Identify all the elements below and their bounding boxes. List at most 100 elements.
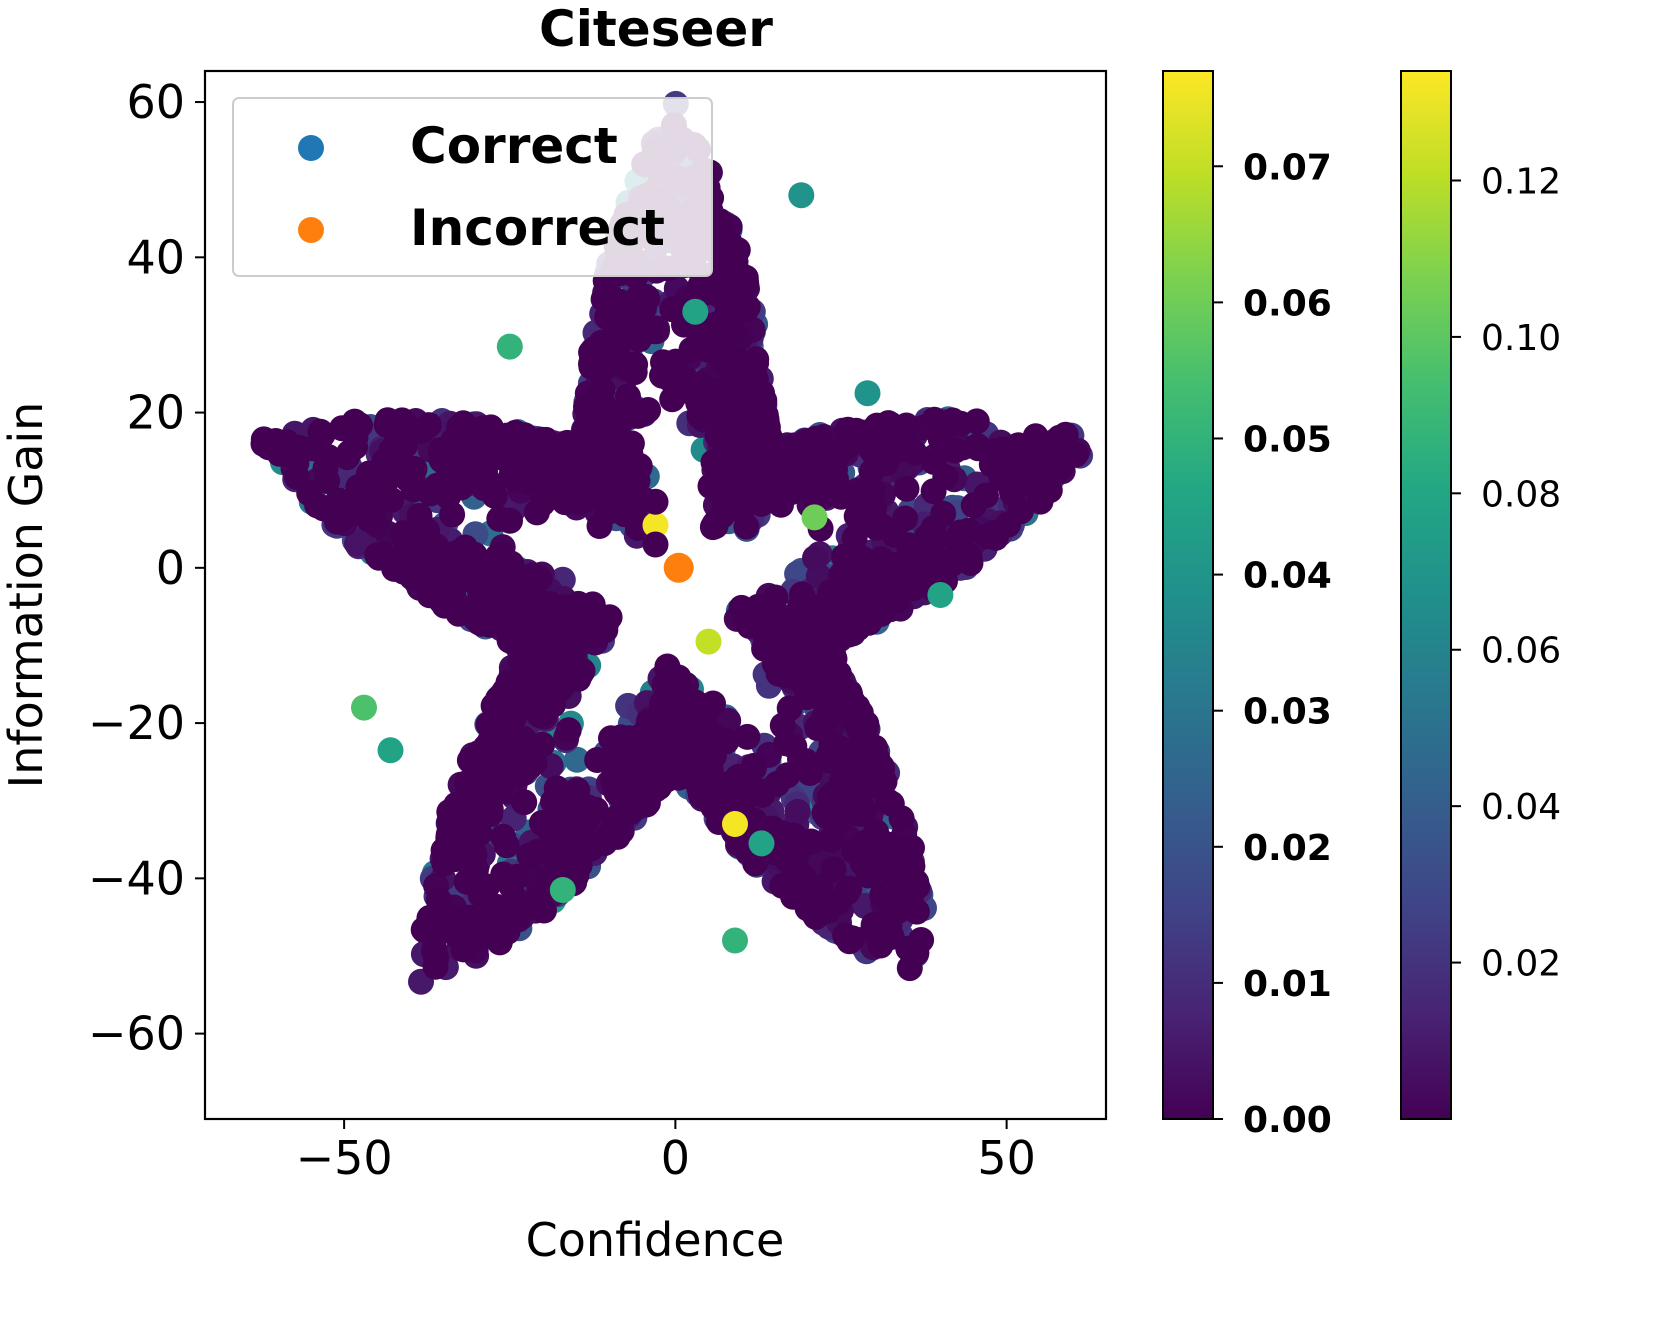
scatter-point <box>960 492 987 519</box>
scatter-point <box>621 352 648 379</box>
y-tick-label: 20 <box>126 386 185 440</box>
scatter-point <box>885 897 912 924</box>
legend-box <box>232 97 713 277</box>
scatter-point <box>498 463 525 490</box>
scatter-point <box>451 542 478 569</box>
scatter-point <box>713 728 740 755</box>
scatter-point <box>974 523 1001 550</box>
scatter-point <box>899 834 925 861</box>
scatter-point <box>817 590 844 617</box>
x-tick-label: −50 <box>296 1131 393 1185</box>
y-tick-label: 40 <box>126 230 185 284</box>
scatter-point <box>450 936 477 963</box>
colorbar-tick-label: 0.06 <box>1243 283 1332 324</box>
scatter-point <box>995 511 1022 538</box>
scatter-point <box>598 725 624 752</box>
scatter-point <box>392 414 419 441</box>
scatter-point <box>874 788 901 815</box>
scatter-point <box>811 709 838 736</box>
scatter-point <box>939 407 966 434</box>
scatter-point <box>478 896 505 923</box>
highlight-point <box>722 927 748 954</box>
colorbar-incorrect-gradient <box>1400 70 1452 1120</box>
scatter-point <box>416 904 443 931</box>
scatter-point <box>543 853 570 880</box>
scatter-point <box>773 730 800 757</box>
scatter-point <box>757 595 784 622</box>
scatter-point <box>964 433 991 459</box>
scatter-point <box>848 482 875 509</box>
scatter-point <box>473 449 499 476</box>
scatter-point <box>542 829 568 856</box>
scatter-point <box>834 678 861 705</box>
scatter-point <box>606 292 633 319</box>
chart-title: Citeseer <box>539 0 773 58</box>
scatter-point <box>836 875 863 902</box>
colorbar-incorrect-ticks: 0.02 0.04 0.06 0.08 0.10 0.12 <box>1451 161 1561 985</box>
scatter-point <box>355 460 382 487</box>
scatter-point <box>564 746 590 773</box>
scatter-point <box>700 449 727 476</box>
scatter-point <box>881 850 907 877</box>
y-tick-label: −40 <box>88 851 185 905</box>
scatter-point <box>701 510 728 537</box>
x-tick-label: 0 <box>661 1131 690 1185</box>
scatter-point <box>470 415 497 442</box>
scatter-point <box>439 501 466 528</box>
scatter-point <box>423 945 450 972</box>
scatter-point <box>531 897 557 924</box>
scatter-point <box>802 545 828 571</box>
scatter-point <box>878 552 905 579</box>
scatter-point <box>700 690 726 717</box>
colorbar-tick-label: 0.04 <box>1481 787 1561 828</box>
scatter-point <box>693 271 720 298</box>
scatter-point <box>347 412 373 439</box>
scatter-point <box>399 462 426 489</box>
scatter-point <box>720 300 746 327</box>
scatter-point <box>633 284 660 310</box>
scatter-point <box>736 476 763 503</box>
scatter-point <box>503 905 530 932</box>
scatter-point <box>572 598 599 625</box>
scatter-point <box>841 838 868 865</box>
scatter-point <box>508 636 535 663</box>
scatter-point <box>533 426 559 453</box>
highlight-point <box>663 552 694 583</box>
scatter-point <box>831 543 858 570</box>
scatter-point <box>497 669 524 696</box>
x-tick-label: 50 <box>977 1131 1036 1185</box>
scatter-point <box>659 386 686 413</box>
scatter-point <box>514 442 541 469</box>
scatter-point <box>754 414 781 441</box>
highlight-point <box>682 298 709 325</box>
scatter-point <box>555 717 582 744</box>
scatter-point <box>562 450 589 476</box>
legend-marker-correct <box>298 135 324 161</box>
scatter-point <box>456 904 483 931</box>
plot-frame <box>203 69 1108 1121</box>
scatter-point <box>283 463 310 490</box>
scatter-point <box>686 402 713 429</box>
scatter-point <box>810 434 837 461</box>
scatter-point <box>478 577 505 604</box>
scatter-point <box>503 863 530 890</box>
y-tick-label: −20 <box>88 696 185 750</box>
scatter-point <box>554 474 580 501</box>
scatter-point <box>828 483 855 510</box>
colorbar-tick-label: 0.08 <box>1481 474 1561 515</box>
scatter-point <box>878 923 905 950</box>
scatter-point <box>578 339 605 366</box>
scatter-point <box>474 873 501 900</box>
scatter-point <box>963 408 990 435</box>
scatter-point <box>566 852 593 879</box>
scatter-point <box>520 562 546 589</box>
scatter-point <box>459 598 486 625</box>
colorbar-tick-label: 0.00 <box>1243 1100 1332 1141</box>
colorbar-tick-label: 0.04 <box>1243 556 1332 597</box>
scatter-point <box>549 622 576 649</box>
scatter-point <box>896 532 923 559</box>
scatter-point <box>586 513 613 539</box>
scatter-point <box>932 464 959 491</box>
scatter-point <box>657 663 684 690</box>
